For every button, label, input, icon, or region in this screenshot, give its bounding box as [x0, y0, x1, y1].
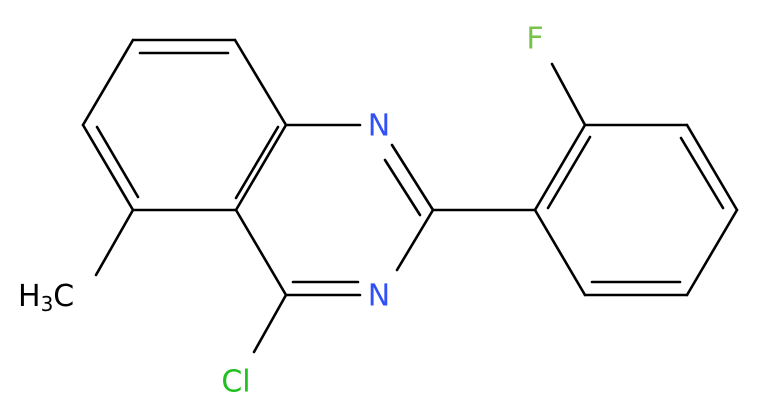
bond	[533, 208, 587, 297]
bond	[234, 123, 288, 212]
atom-count: 3	[41, 292, 54, 316]
bond	[383, 158, 422, 217]
bond	[685, 123, 739, 212]
bond	[81, 123, 135, 212]
bond	[233, 38, 288, 127]
atom-label: Cl	[221, 365, 250, 400]
atom-label: F	[526, 22, 543, 57]
bond	[94, 208, 135, 277]
bond	[95, 125, 140, 199]
bond	[234, 125, 280, 200]
bond	[234, 208, 288, 297]
bond	[390, 143, 435, 212]
bond	[395, 208, 435, 272]
bonds	[81, 38, 739, 354]
bond	[546, 135, 592, 210]
bond	[550, 62, 587, 127]
atom-label: N	[368, 279, 390, 314]
bond	[679, 136, 725, 210]
bond	[533, 123, 587, 212]
bond	[81, 38, 135, 127]
bond	[252, 293, 288, 354]
bond	[685, 208, 739, 297]
atom-label: N	[368, 109, 390, 144]
atom-label-part: C	[53, 279, 74, 314]
atom-label: H3C	[18, 279, 74, 316]
atom-label-part: H	[18, 279, 41, 314]
